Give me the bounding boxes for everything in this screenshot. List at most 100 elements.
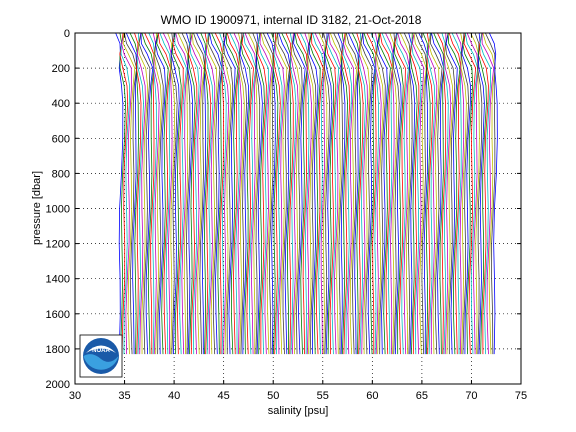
profile-line <box>329 32 343 355</box>
x-tick-label: 50 <box>267 390 279 402</box>
profile-line <box>466 32 479 355</box>
profile-line <box>205 32 216 355</box>
profile-line <box>381 32 394 355</box>
y-tick-label: 600 <box>52 133 70 145</box>
profile-line <box>358 32 368 355</box>
profile-line <box>274 32 285 355</box>
profile-line <box>479 32 491 355</box>
y-tick-label: 1800 <box>46 344 70 356</box>
profile-line <box>159 32 172 355</box>
profile-line <box>370 32 379 355</box>
profile-line <box>239 32 249 355</box>
profile-line <box>226 32 240 355</box>
profile-line <box>410 32 420 355</box>
profile-line <box>293 32 306 355</box>
profile-line <box>141 32 155 355</box>
x-axis-label: salinity [psu] <box>268 405 329 417</box>
profile-line <box>174 32 187 355</box>
profile-line <box>252 32 261 355</box>
profile-line <box>207 32 221 355</box>
profile-line <box>460 32 470 355</box>
profile-line <box>376 32 388 355</box>
profile-line <box>307 32 317 355</box>
profile-line <box>257 32 267 355</box>
x-tick-label: 55 <box>317 390 329 402</box>
profile-line <box>157 32 171 355</box>
profile-line <box>326 32 340 355</box>
profile-line <box>294 32 308 355</box>
y-tick-label: 1600 <box>46 309 70 321</box>
profile-line <box>115 32 124 355</box>
profile-line <box>348 32 360 355</box>
profile-line <box>296 32 308 355</box>
profile-line <box>191 32 205 355</box>
profile-line <box>277 32 290 355</box>
profile-line <box>211 32 223 355</box>
profile-line <box>428 32 440 355</box>
profile-line <box>375 32 384 355</box>
x-tick-label: 40 <box>168 390 180 402</box>
profile-line <box>190 32 203 355</box>
profile-line <box>415 32 428 355</box>
profile-line <box>206 32 218 355</box>
y-axis-label: pressure [dbar] <box>31 171 43 245</box>
y-tick-label: 400 <box>52 98 70 110</box>
y-tick-label: 0 <box>64 28 70 40</box>
profile-line <box>443 32 452 355</box>
profile-line <box>122 32 136 355</box>
profile-line <box>187 32 196 355</box>
profile-line <box>397 32 411 355</box>
profile-line <box>260 32 274 355</box>
x-tick-label: 70 <box>465 390 477 402</box>
profile-line <box>204 32 214 355</box>
profile-line <box>225 32 239 355</box>
profile-line <box>443 32 454 355</box>
y-tick-label: 1400 <box>46 274 70 286</box>
profile-line <box>140 32 154 355</box>
profile-line <box>285 32 294 355</box>
profile-line <box>359 32 370 355</box>
profile-line <box>289 32 299 355</box>
profile-line <box>244 32 257 355</box>
y-tick-label: 1000 <box>46 204 70 216</box>
profile-line <box>188 32 198 355</box>
profile-line <box>427 32 438 355</box>
noaa-logo-text: NOAA <box>92 348 110 354</box>
profile-line <box>138 32 151 355</box>
profile-line <box>464 32 479 355</box>
profile-line <box>309 32 321 355</box>
profile-line <box>200 32 209 355</box>
profile-line <box>156 32 169 355</box>
x-axis-ticks: 30 35 40 45 50 55 60 65 70 75 <box>69 33 527 402</box>
profile-line <box>121 32 133 355</box>
profile-line <box>222 32 232 355</box>
profile-line <box>393 32 404 355</box>
profile-line <box>479 32 489 355</box>
profile-line <box>291 32 303 355</box>
noaa-logo-wave-icon <box>83 354 119 370</box>
x-tick-label: 30 <box>69 390 81 402</box>
profile-line <box>392 32 402 355</box>
profile-line <box>259 32 273 355</box>
profile-line <box>123 32 138 355</box>
profile-line <box>412 32 425 355</box>
profile-line <box>119 32 129 355</box>
profile-line <box>172 32 182 355</box>
profile-line <box>175 32 189 355</box>
noaa-logo-bird-icon <box>86 345 116 353</box>
profile-line <box>272 32 281 355</box>
profile-line <box>489 32 498 355</box>
profile-line <box>223 32 234 355</box>
profile-line <box>328 32 342 355</box>
profile-line <box>462 32 474 355</box>
profile-line <box>341 32 351 355</box>
profile-line <box>308 32 319 355</box>
profile-line <box>485 32 496 355</box>
profile-line <box>394 32 406 355</box>
x-tick-label: 65 <box>416 390 428 402</box>
profile-line <box>170 32 180 355</box>
chart-title: WMO ID 1900971, internal ID 3182, 21-Oct… <box>161 13 422 27</box>
profile-line <box>167 32 175 355</box>
profile-line <box>136 32 146 355</box>
